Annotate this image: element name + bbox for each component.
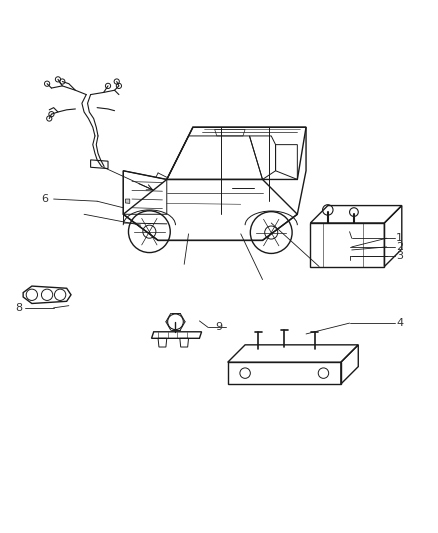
Text: 1: 1 bbox=[396, 233, 403, 243]
Text: 3: 3 bbox=[396, 251, 403, 261]
Text: 6: 6 bbox=[42, 194, 49, 204]
Text: 2: 2 bbox=[396, 242, 403, 252]
Text: 8: 8 bbox=[15, 303, 22, 313]
Polygon shape bbox=[125, 199, 130, 204]
Text: 4: 4 bbox=[396, 318, 403, 328]
Text: 9: 9 bbox=[215, 322, 223, 333]
